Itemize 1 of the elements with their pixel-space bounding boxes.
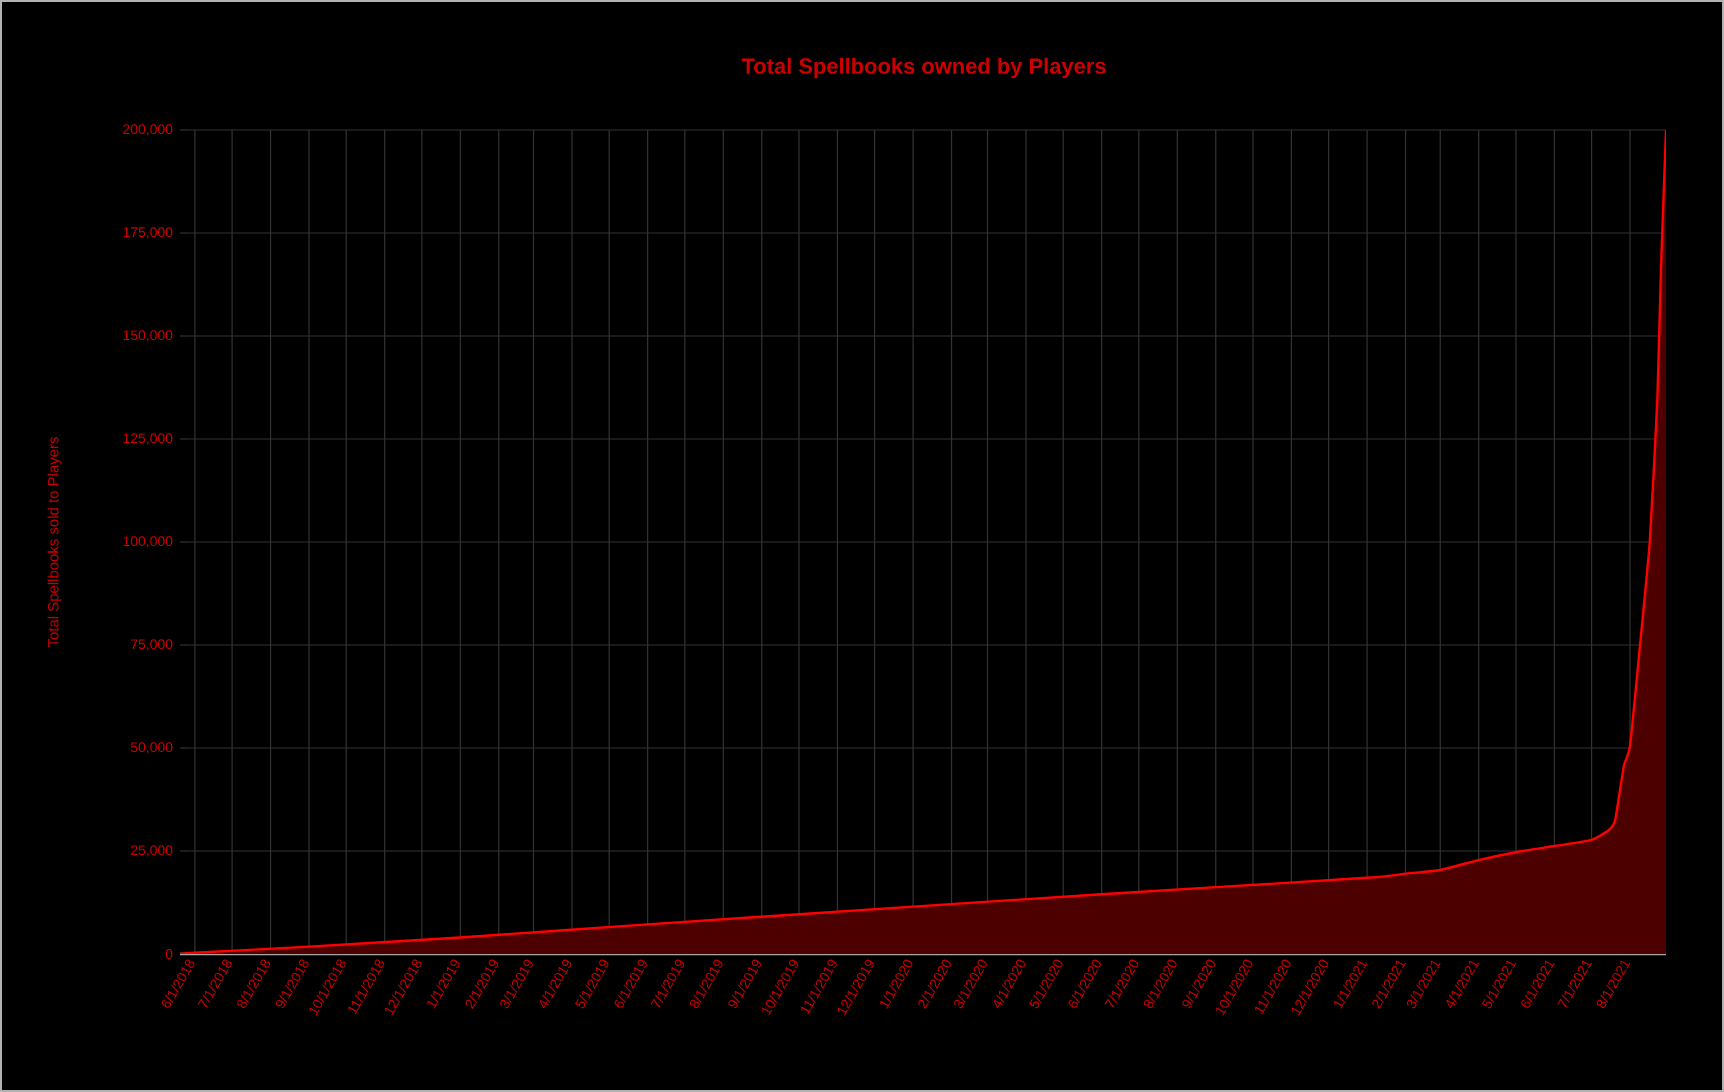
chart-title: Total Spellbooks owned by Players [741, 57, 1106, 79]
